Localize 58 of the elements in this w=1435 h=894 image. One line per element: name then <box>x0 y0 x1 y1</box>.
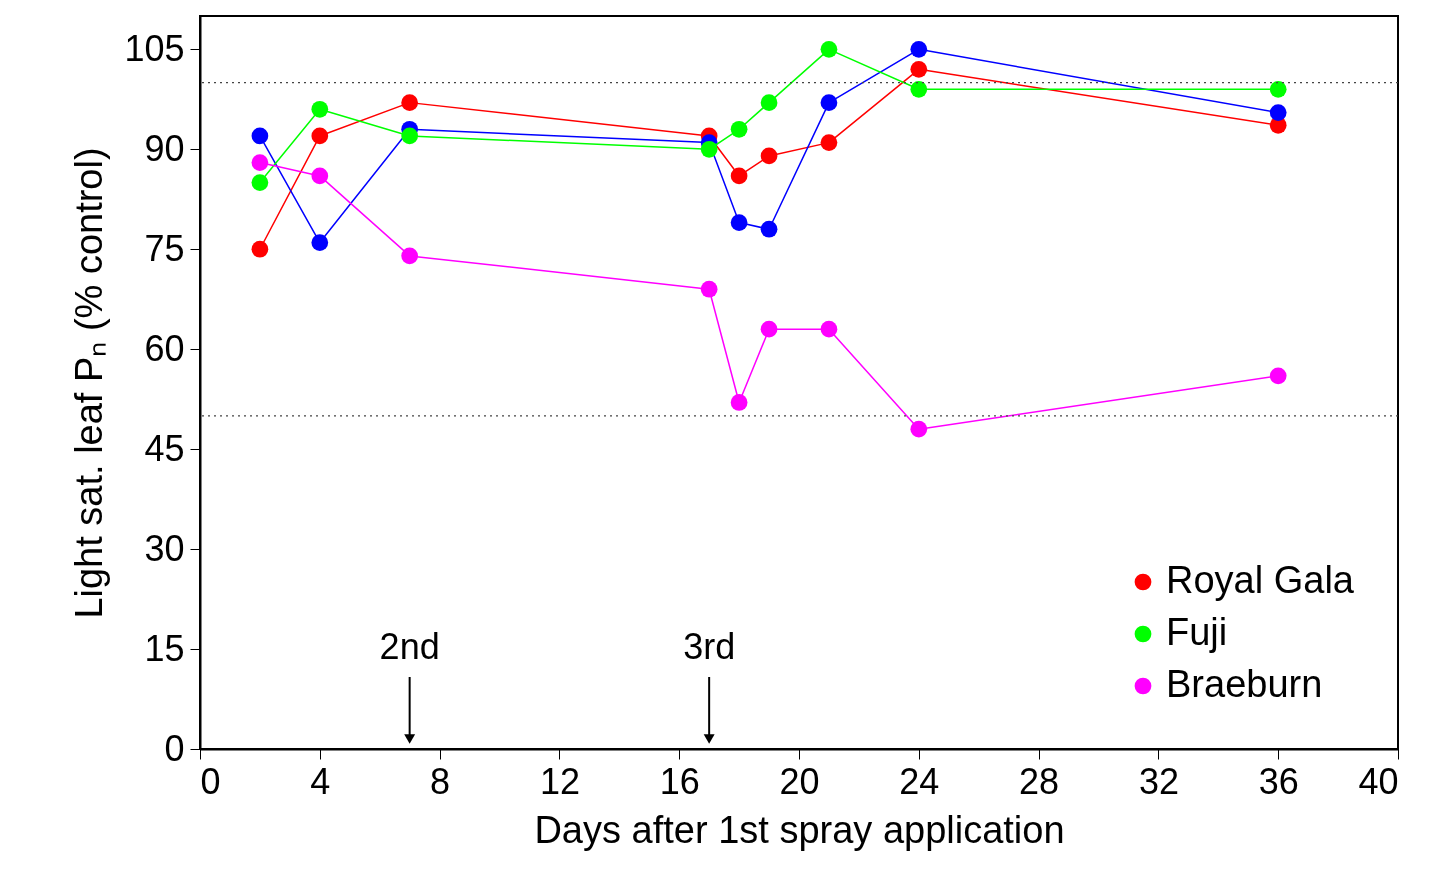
ref-line-label: 2nd <box>379 626 440 667</box>
point <box>760 320 778 338</box>
point <box>730 167 748 185</box>
x-tick-label: 24 <box>899 760 940 802</box>
point <box>820 94 838 111</box>
x-tick-label: 8 <box>430 760 451 802</box>
point <box>311 127 329 145</box>
point <box>1269 104 1287 121</box>
point <box>311 234 329 251</box>
point <box>910 40 928 58</box>
point <box>820 320 838 338</box>
x-tick-label: 36 <box>1258 760 1299 802</box>
y-axis-title: Light sat. leaf Pₙ (% control) <box>68 147 111 619</box>
point <box>730 214 748 231</box>
point <box>311 167 329 185</box>
y-tick-label: 90 <box>144 127 185 169</box>
y-tick-label: 30 <box>144 527 185 569</box>
y-tick-label: 45 <box>144 427 185 469</box>
point <box>401 127 419 145</box>
point <box>700 140 718 158</box>
point <box>251 174 269 191</box>
point <box>251 154 269 171</box>
legend-label: Royal Gala <box>1166 559 1355 601</box>
x-axis-title: Days after 1st spray application <box>534 808 1065 851</box>
point <box>910 80 928 98</box>
point <box>401 94 419 111</box>
legend-label: Braeburn <box>1166 663 1323 705</box>
point <box>730 120 748 138</box>
x-tick-label: 40 <box>1358 760 1399 802</box>
x-tick-label: 32 <box>1138 760 1179 802</box>
x-tick-label: 0 <box>200 760 221 802</box>
point <box>251 240 269 258</box>
x-tick-label: 28 <box>1019 760 1060 802</box>
point <box>910 60 928 78</box>
point <box>700 280 718 298</box>
point <box>1269 367 1287 385</box>
point <box>401 247 419 265</box>
point <box>910 420 928 438</box>
point <box>251 127 269 145</box>
y-tick-label: 105 <box>124 27 185 69</box>
x-tick-label: 12 <box>539 760 580 802</box>
point <box>730 394 748 411</box>
x-tick-label: 16 <box>659 760 700 802</box>
y-tick-label: 75 <box>144 227 185 269</box>
point <box>760 94 778 111</box>
y-tick-label: 15 <box>144 627 185 669</box>
x-tick-label: 4 <box>310 760 331 802</box>
y-tick-label: 60 <box>144 327 185 369</box>
point <box>311 100 329 118</box>
x-tick-label: 20 <box>779 760 820 802</box>
point <box>820 40 838 58</box>
ref-line-label: 3rd <box>683 626 736 667</box>
point <box>1269 80 1287 98</box>
point <box>760 220 778 238</box>
legend-label: Fuji <box>1166 611 1228 653</box>
point <box>760 147 778 165</box>
point <box>820 134 838 151</box>
y-tick-label: 0 <box>164 727 185 769</box>
